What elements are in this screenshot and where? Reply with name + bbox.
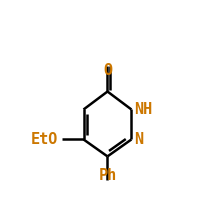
Text: EtO: EtO — [31, 132, 58, 147]
Text: N: N — [133, 132, 142, 147]
Text: O: O — [102, 62, 111, 78]
Text: Ph: Ph — [98, 168, 116, 183]
Text: NH: NH — [133, 102, 151, 117]
